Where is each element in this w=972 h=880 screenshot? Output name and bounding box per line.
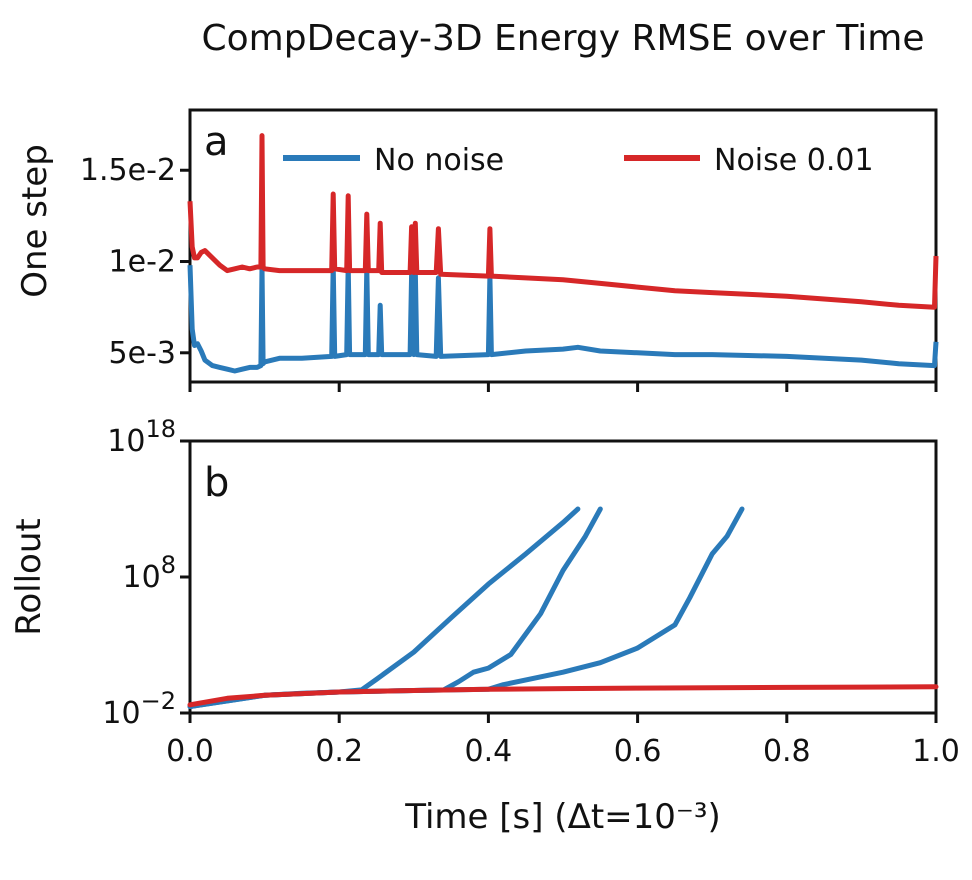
panel-a-ytick-label: 5e-3 bbox=[109, 336, 176, 371]
panel-a-ytick-label: 1e-2 bbox=[109, 245, 176, 280]
panel-b-ytick-label: 108 bbox=[123, 551, 176, 595]
legend-label-noise: Noise 0.01 bbox=[714, 143, 874, 178]
x-axis-label: Time [s] (Δt=10⁻³) bbox=[404, 797, 721, 837]
legend: No noise Noise 0.01 bbox=[283, 143, 874, 178]
panel-b-ytick-label: 10−2 bbox=[102, 687, 176, 731]
panel-b-ylabel: Rollout bbox=[9, 518, 49, 635]
panel-a: a One step No noise Noise 0.01 5e-3 1e-2 1… bbox=[15, 108, 939, 392]
panel-b-xtick-label: 0.2 bbox=[315, 734, 363, 769]
panel-b-letter: b bbox=[204, 460, 229, 506]
panel-b-series-4 bbox=[187, 684, 939, 708]
panel-a-ylabel: One step bbox=[15, 144, 55, 298]
legend-label-no-noise: No noise bbox=[374, 143, 504, 178]
panel-b-xtick-label: 0.6 bbox=[614, 734, 662, 769]
panel-a-series-no-noise bbox=[187, 262, 939, 374]
panel-b-xtick-label: 0.8 bbox=[763, 734, 811, 769]
panel-b-xtick-label: 0.0 bbox=[166, 734, 214, 769]
panel-b-xtick-label: 1.0 bbox=[912, 734, 960, 769]
panel-a-ytick-label: 1.5e-2 bbox=[80, 153, 176, 188]
panel-b-ytick-label: 1018 bbox=[107, 415, 176, 459]
chart-title: CompDecay-3D Energy RMSE over Time bbox=[202, 18, 925, 59]
panel-a-series-noise bbox=[187, 133, 939, 310]
panel-a-letter: a bbox=[204, 119, 229, 165]
panel-b-series-1 bbox=[187, 506, 581, 709]
panel-b-xtick-label: 0.4 bbox=[465, 734, 513, 769]
panel-b: b Rollout 10−2 108 1018 0.0 0.2 0.4 0.6 0.8 1.0 bbox=[9, 415, 960, 769]
